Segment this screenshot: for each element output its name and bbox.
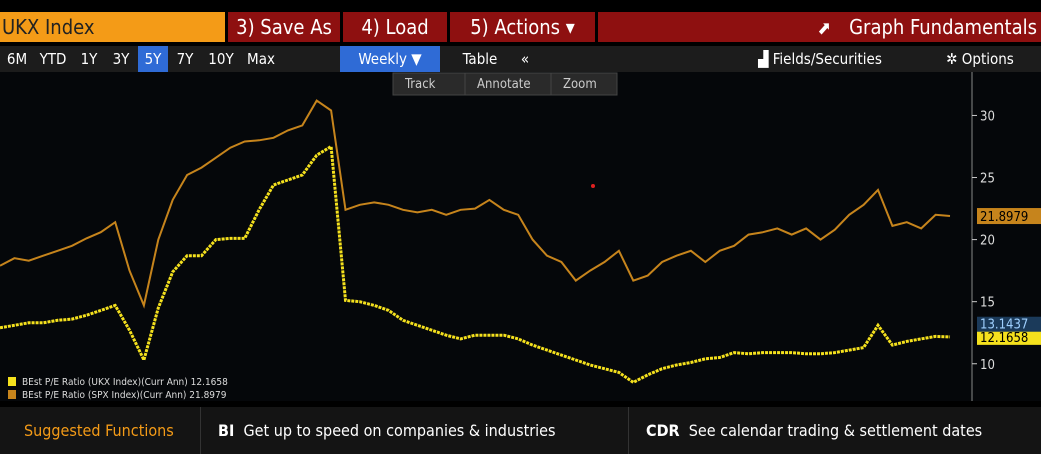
divider	[200, 407, 201, 454]
button[interactable]: 3) Save As	[228, 12, 340, 42]
period-button[interactable]: 10Y	[208, 50, 234, 68]
divider	[628, 407, 629, 454]
legend-entry: BEst P/E Ratio (SPX Index)(Curr Ann) 21.…	[22, 390, 227, 401]
frequency[interactable]: Weekly ▼	[340, 46, 440, 72]
suggestion[interactable]: CDR See calendar trading & settlement da…	[646, 407, 982, 454]
series-line	[0, 143, 951, 385]
collapse[interactable]: «	[520, 50, 530, 68]
fields-button[interactable]: ▟ Fields/Securities	[740, 46, 900, 72]
text: Get up to speed on companies & industrie…	[243, 421, 556, 440]
label: Options	[961, 50, 1014, 68]
suggested-label: Suggested Functions	[24, 421, 174, 440]
legend-name: BEst P/E Ratio (UKX Index)(Curr Ann)	[22, 377, 188, 388]
legend-swatch	[8, 377, 16, 386]
table-button[interactable]: Table	[462, 50, 498, 68]
period-button[interactable]: 6M	[6, 50, 28, 68]
y-tick-label: 25	[980, 172, 995, 187]
period-button[interactable]: 7Y	[176, 50, 194, 68]
period-button[interactable]: Max	[247, 50, 275, 68]
period-button[interactable]: 3Y	[112, 50, 130, 68]
toolbar: 6M YTD 1Y 3Y 5Y 7Y 10Y Max Weekly ▼ Table « ▟ F…	[0, 46, 1041, 72]
icon: ⬈	[817, 18, 832, 39]
text: See calendar trading & settlement dates	[688, 421, 983, 440]
legend-value: 21.8979	[189, 390, 226, 401]
button[interactable]: 5) Actions ▾	[450, 12, 595, 42]
tool-button	[550, 72, 618, 96]
suggestion[interactable]: BI Get up to speed on companies & indust…	[218, 407, 555, 454]
period-button[interactable]: 1Y	[80, 50, 98, 68]
last-value-tag	[977, 328, 1041, 345]
period-button[interactable]: YTD	[39, 50, 67, 68]
last-value-label: 21.8979	[980, 210, 1028, 225]
security-box[interactable]: UKX Index	[0, 12, 225, 42]
icon: ✲	[946, 50, 962, 68]
tool-label: Annotate	[477, 77, 531, 92]
marker-label: 13.1437	[980, 318, 1028, 333]
y-tick-label: 15	[980, 296, 995, 311]
icon: ▟	[758, 50, 773, 68]
y-tick-label: 10	[980, 358, 995, 373]
cursor-dot	[591, 184, 595, 188]
code: BI	[218, 421, 235, 440]
graph-fundamentals[interactable]: ⬈ Graph Fundamentals	[598, 12, 1041, 42]
header: UKX Index 3) Save As 4) Load 5) Actions …	[0, 12, 1041, 42]
legend-entry: BEst P/E Ratio (UKX Index)(Curr Ann) 12.…	[22, 377, 228, 388]
tool-label: Track	[404, 77, 436, 92]
y-tick-label: 30	[980, 109, 995, 124]
period-button[interactable]: 5Y	[138, 46, 168, 72]
options-button[interactable]: ✲ Options	[930, 46, 1030, 72]
y-tick-label: 20	[980, 234, 995, 249]
button[interactable]: 4) Load	[343, 12, 447, 42]
label: Graph Fundamentals	[849, 15, 1037, 39]
legend-value: 12.1658	[191, 377, 228, 388]
last-value-tag	[977, 208, 1041, 225]
series-line	[0, 99, 951, 309]
legend-swatch	[8, 390, 16, 399]
last-value-label: 12.1658	[980, 331, 1028, 346]
footer: Suggested Functions BI Get up to speed o…	[0, 407, 1041, 454]
marker-tag	[977, 316, 1041, 332]
legend-name: BEst P/E Ratio (SPX Index)(Curr Ann)	[22, 390, 186, 401]
tool-label: Zoom	[563, 77, 597, 92]
code: CDR	[646, 421, 680, 440]
label: Fields/Securities	[772, 50, 882, 68]
plot-bg	[0, 72, 1041, 401]
